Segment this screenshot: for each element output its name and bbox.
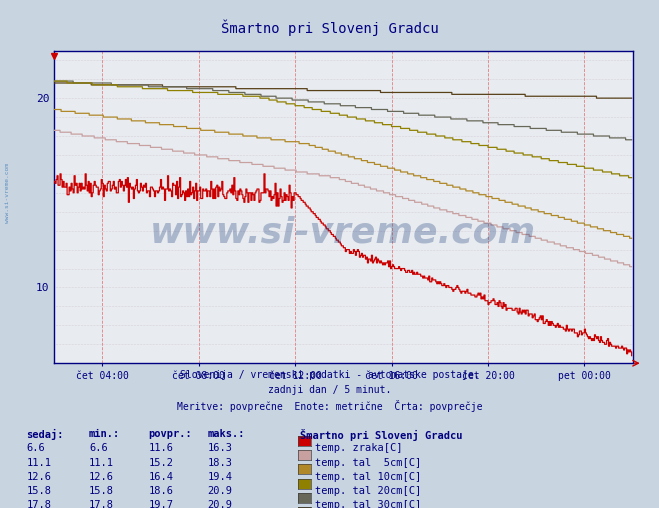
Text: 20.9: 20.9	[208, 500, 233, 508]
Text: 15.8: 15.8	[89, 486, 114, 496]
Text: temp. tal 10cm[C]: temp. tal 10cm[C]	[315, 472, 421, 482]
Text: 19.7: 19.7	[148, 500, 173, 508]
Text: www.si-vreme.com: www.si-vreme.com	[150, 215, 536, 249]
Text: zadnji dan / 5 minut.: zadnji dan / 5 minut.	[268, 385, 391, 395]
Text: 6.6: 6.6	[89, 443, 107, 454]
Text: Šmartno pri Slovenj Gradcu: Šmartno pri Slovenj Gradcu	[221, 19, 438, 36]
Text: Slovenija / vremenski podatki - avtomatske postaje.: Slovenija / vremenski podatki - avtomats…	[180, 370, 479, 380]
Text: 16.4: 16.4	[148, 472, 173, 482]
Text: sedaj:: sedaj:	[26, 429, 64, 440]
Text: min.:: min.:	[89, 429, 120, 439]
Text: 12.6: 12.6	[26, 472, 51, 482]
Text: 11.1: 11.1	[89, 458, 114, 468]
Text: maks.:: maks.:	[208, 429, 245, 439]
Text: Meritve: povprečne  Enote: metrične  Črta: povprečje: Meritve: povprečne Enote: metrične Črta:…	[177, 400, 482, 412]
Text: 17.8: 17.8	[26, 500, 51, 508]
Text: temp. zraka[C]: temp. zraka[C]	[315, 443, 403, 454]
Text: temp. tal 20cm[C]: temp. tal 20cm[C]	[315, 486, 421, 496]
Text: 15.8: 15.8	[26, 486, 51, 496]
Text: 16.3: 16.3	[208, 443, 233, 454]
Text: 11.6: 11.6	[148, 443, 173, 454]
Text: 18.3: 18.3	[208, 458, 233, 468]
Text: temp. tal 30cm[C]: temp. tal 30cm[C]	[315, 500, 421, 508]
Text: 19.4: 19.4	[208, 472, 233, 482]
Text: Šmartno pri Slovenj Gradcu: Šmartno pri Slovenj Gradcu	[300, 429, 463, 441]
Text: povpr.:: povpr.:	[148, 429, 192, 439]
Text: www.si-vreme.com: www.si-vreme.com	[5, 163, 11, 223]
Text: 15.2: 15.2	[148, 458, 173, 468]
Text: 12.6: 12.6	[89, 472, 114, 482]
Text: 11.1: 11.1	[26, 458, 51, 468]
Text: 20.9: 20.9	[208, 486, 233, 496]
Text: 6.6: 6.6	[26, 443, 45, 454]
Text: temp. tal  5cm[C]: temp. tal 5cm[C]	[315, 458, 421, 468]
Text: 18.6: 18.6	[148, 486, 173, 496]
Text: 17.8: 17.8	[89, 500, 114, 508]
